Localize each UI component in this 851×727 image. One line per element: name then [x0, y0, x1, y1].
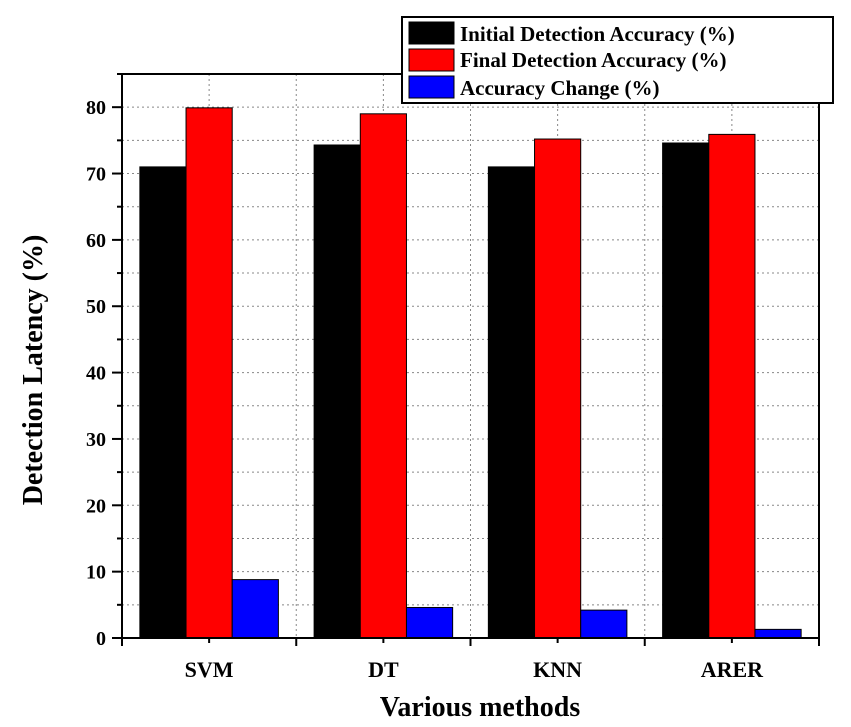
- bar-knn-series-3: [580, 609, 628, 639]
- bar-svm-series-1: [139, 166, 187, 639]
- y-tick-label: 30: [86, 429, 106, 451]
- legend-swatch-change: [408, 75, 455, 99]
- y-tick-label: 20: [86, 495, 106, 517]
- legend-label-change: Accuracy Change (%): [460, 76, 659, 100]
- y-tick-label: 40: [86, 363, 106, 385]
- bar-svm-series-3: [231, 579, 279, 639]
- bar-arer-series-2: [708, 133, 756, 639]
- x-tick-label: SVM: [185, 657, 234, 682]
- legend-label-initial: Initial Detection Accuracy (%): [460, 22, 735, 46]
- bar-dt-series-3: [405, 606, 454, 639]
- x-axis-title: Various methods: [380, 692, 581, 723]
- y-tick-label: 60: [86, 230, 106, 252]
- y-tick-label: 70: [86, 164, 106, 186]
- y-tick-label: 10: [86, 562, 106, 584]
- y-tick-label: 50: [86, 296, 106, 318]
- legend-swatch-initial: [408, 21, 455, 45]
- y-axis-title: Detection Latency (%): [18, 235, 49, 506]
- bar-arer-series-1: [662, 142, 710, 639]
- legend-swatch-final: [408, 48, 455, 72]
- bar-knn-series-2: [534, 138, 582, 639]
- legend-label-final: Final Detection Accuracy (%): [460, 48, 727, 72]
- bar-arer-series-3: [754, 628, 802, 639]
- legend: Initial Detection Accuracy (%) Final Det…: [401, 16, 834, 104]
- bars: [139, 107, 802, 639]
- legend-box: [401, 16, 834, 104]
- bar-dt-series-1: [313, 144, 361, 639]
- bar-dt-series-2: [359, 113, 407, 639]
- x-tick-label: ARER: [701, 657, 764, 682]
- y-axis-ticks: 0 10 20 30 40 50 60 70 80: [86, 73, 122, 650]
- y-tick-label: 80: [86, 97, 106, 119]
- x-axis-ticks: SVM DT KNN ARER: [121, 638, 820, 682]
- x-tick-label: KNN: [533, 657, 582, 682]
- x-tick-label: DT: [368, 657, 399, 682]
- bar-svm-series-2: [185, 107, 233, 639]
- bar-knn-series-1: [487, 166, 536, 639]
- y-tick-label: 0: [96, 628, 106, 650]
